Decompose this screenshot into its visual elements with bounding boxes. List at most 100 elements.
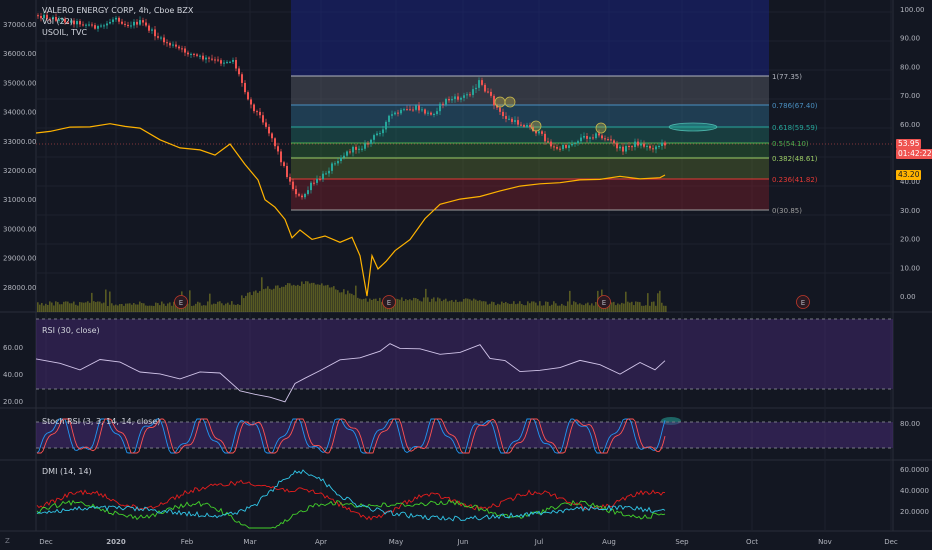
candle-body[interactable] xyxy=(532,127,534,132)
candle-body[interactable] xyxy=(313,182,315,184)
candle-body[interactable] xyxy=(46,14,48,19)
candle-body[interactable] xyxy=(346,151,348,156)
candle-body[interactable] xyxy=(283,162,285,167)
candle-body[interactable] xyxy=(601,135,603,139)
annotations[interactable] xyxy=(494,96,718,425)
candle-body[interactable] xyxy=(304,193,306,198)
candle-body[interactable] xyxy=(259,111,261,116)
candle-body[interactable] xyxy=(265,122,267,127)
candle-body[interactable] xyxy=(55,17,57,21)
earnings-marker[interactable] xyxy=(796,295,810,309)
candle-body[interactable] xyxy=(616,143,618,149)
candle-body[interactable] xyxy=(586,135,588,139)
candle-body[interactable] xyxy=(385,121,387,130)
candle-body[interactable] xyxy=(223,62,225,64)
candle-body[interactable] xyxy=(481,80,483,85)
candle-body[interactable] xyxy=(466,94,468,96)
candle-body[interactable] xyxy=(226,61,228,63)
candle-body[interactable] xyxy=(253,104,255,112)
candle-body[interactable] xyxy=(325,173,327,175)
candle-body[interactable] xyxy=(415,105,417,110)
candle-body[interactable] xyxy=(142,20,144,23)
dmi-legend[interactable]: DMI (14, 14) xyxy=(42,466,92,477)
candle-body[interactable] xyxy=(298,194,300,196)
candle-body[interactable] xyxy=(73,20,75,25)
candle-body[interactable] xyxy=(136,21,138,25)
candle-body[interactable] xyxy=(337,161,339,164)
candle-body[interactable] xyxy=(196,54,198,56)
candle-body[interactable] xyxy=(571,143,573,146)
candle-body[interactable] xyxy=(397,112,399,114)
candle-body[interactable] xyxy=(76,21,78,25)
candle-body[interactable] xyxy=(160,37,162,39)
candle-body[interactable] xyxy=(520,124,522,126)
candle-body[interactable] xyxy=(163,37,165,43)
candle-body[interactable] xyxy=(544,133,546,142)
candle-body[interactable] xyxy=(118,17,120,22)
candle-body[interactable] xyxy=(424,109,426,114)
candle-body[interactable] xyxy=(307,190,309,194)
candle-body[interactable] xyxy=(637,141,639,146)
candle-body[interactable] xyxy=(550,141,552,147)
candle-body[interactable] xyxy=(166,42,168,44)
candle-body[interactable] xyxy=(661,142,663,147)
candle-body[interactable] xyxy=(511,118,513,122)
candle-body[interactable] xyxy=(250,99,252,105)
candle-body[interactable] xyxy=(169,42,171,46)
candle-body[interactable] xyxy=(238,68,240,75)
candle-body[interactable] xyxy=(562,144,564,150)
candle-body[interactable] xyxy=(583,135,585,138)
earnings-marker[interactable] xyxy=(382,295,396,309)
candle-body[interactable] xyxy=(496,105,498,108)
candle-body[interactable] xyxy=(190,53,192,55)
candle-body[interactable] xyxy=(655,146,657,150)
candle-body[interactable] xyxy=(214,59,216,61)
candle-body[interactable] xyxy=(229,61,231,63)
candle-body[interactable] xyxy=(343,155,345,158)
earnings-marker[interactable] xyxy=(174,295,188,309)
candle-body[interactable] xyxy=(82,24,84,26)
candle-body[interactable] xyxy=(208,57,210,59)
candle-body[interactable] xyxy=(373,135,375,140)
candle-body[interactable] xyxy=(220,60,222,64)
candle-body[interactable] xyxy=(106,23,108,26)
candle-body[interactable] xyxy=(151,29,153,31)
candle-body[interactable] xyxy=(331,163,333,171)
candle-body[interactable] xyxy=(193,53,195,55)
candle-body[interactable] xyxy=(574,143,576,145)
target-ellipse[interactable] xyxy=(668,122,718,132)
candle-body[interactable] xyxy=(610,139,612,141)
candle-body[interactable] xyxy=(448,99,450,101)
candle-body[interactable] xyxy=(40,15,42,19)
candle-body[interactable] xyxy=(388,115,390,122)
candle-body[interactable] xyxy=(538,131,540,134)
candle-body[interactable] xyxy=(472,89,474,95)
candle-body[interactable] xyxy=(157,36,159,38)
candle-body[interactable] xyxy=(367,143,369,145)
candle-body[interactable] xyxy=(463,95,465,98)
candle-body[interactable] xyxy=(43,14,45,19)
candle-body[interactable] xyxy=(49,18,51,20)
candle-body[interactable] xyxy=(535,131,537,134)
time-axis[interactable]: Dec 2020 Feb Mar Apr May Jun Jul Aug Sep Oct Nov Dec xyxy=(39,538,898,546)
candle-body[interactable] xyxy=(433,113,435,115)
candle-body[interactable] xyxy=(319,178,321,180)
candle-body[interactable] xyxy=(115,17,117,20)
candle-body[interactable] xyxy=(598,133,600,136)
stoch-rsi-legend[interactable]: Stoch RSI (3, 3, 14, 14, close) xyxy=(42,416,160,427)
candle-body[interactable] xyxy=(523,125,525,127)
candle-body[interactable] xyxy=(328,170,330,174)
candle-body[interactable] xyxy=(478,80,480,88)
candle-body[interactable] xyxy=(427,112,429,114)
candle-body[interactable] xyxy=(52,17,54,20)
candle-body[interactable] xyxy=(154,29,156,37)
candle-body[interactable] xyxy=(205,57,207,60)
highlight-circle[interactable] xyxy=(494,96,506,108)
candle-body[interactable] xyxy=(340,157,342,162)
candle-body[interactable] xyxy=(121,21,123,24)
candle-body[interactable] xyxy=(403,109,405,111)
candle-body[interactable] xyxy=(91,24,93,26)
candle-body[interactable] xyxy=(274,138,276,147)
